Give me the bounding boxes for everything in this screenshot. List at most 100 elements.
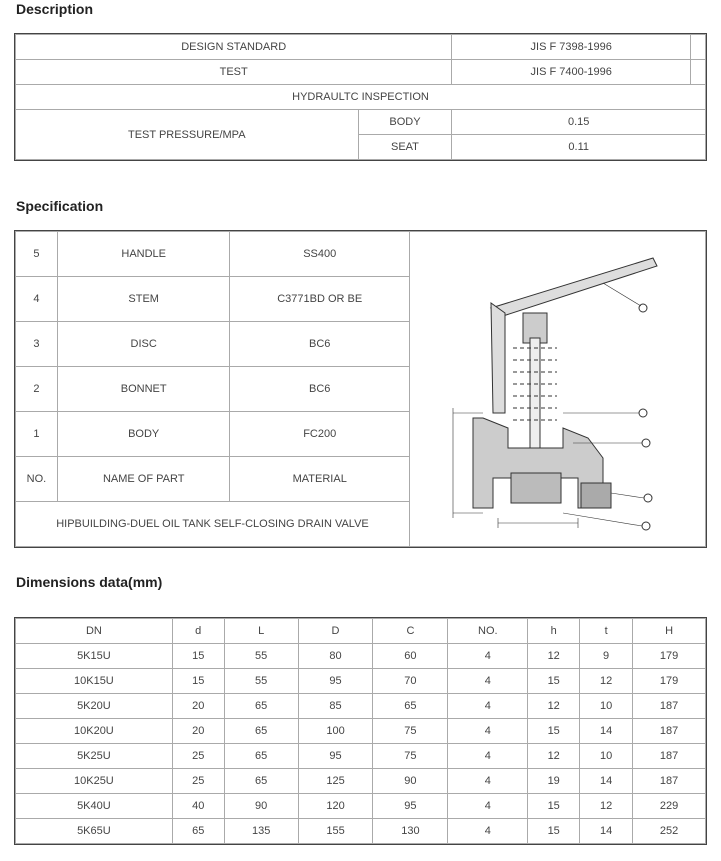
- test-value: JIS F 7400-1996: [451, 59, 691, 85]
- table-cell: 12: [579, 793, 634, 819]
- table-cell: 252: [632, 818, 706, 844]
- pressure-label: TEST PRESSURE/MPA: [15, 109, 359, 160]
- table-cell: 80: [297, 643, 374, 669]
- part-name: BONNET: [56, 366, 231, 412]
- column-header: NO.: [447, 618, 529, 644]
- table-cell: 25: [171, 743, 225, 769]
- part-material: SS400: [229, 231, 410, 277]
- table-cell: 15: [171, 643, 225, 669]
- column-header: DN: [15, 618, 173, 644]
- table-cell: 135: [223, 818, 299, 844]
- inspection-label: HYDRAULTC INSPECTION: [15, 84, 706, 110]
- table-cell: 10: [579, 743, 634, 769]
- table-cell: 229: [632, 793, 706, 819]
- dimensions-table: DN d L D C NO. h t H 5K15U 15 55 80 60 4 12 9 179 10K15U 15…: [14, 617, 707, 845]
- seat-value: 0.11: [451, 134, 706, 160]
- table-cell: 55: [223, 643, 299, 669]
- design-standard-value: JIS F 7398-1996: [451, 34, 691, 60]
- table-row: 10K20U 20 65 100 75 4 15 14 187: [15, 718, 706, 744]
- table-cell: 187: [632, 718, 706, 744]
- table-cell: 65: [171, 818, 225, 844]
- description-table: DESIGN STANDARD JIS F 7398-1996 TEST JIS F…: [14, 33, 707, 161]
- part-name: HANDLE: [56, 231, 231, 277]
- part-no: 1: [15, 411, 58, 457]
- table-cell: 95: [297, 668, 374, 694]
- table-cell: 65: [223, 718, 299, 744]
- table-cell: 60: [372, 643, 449, 669]
- table-cell: 15: [527, 793, 581, 819]
- table-cell: 9: [579, 643, 634, 669]
- design-standard-label: DESIGN STANDARD: [14, 34, 453, 60]
- seat-label: SEAT: [357, 134, 453, 160]
- table-cell: 187: [632, 768, 706, 794]
- table-cell: 95: [297, 743, 374, 769]
- part-material: C3771BD OR BE: [229, 276, 410, 322]
- table-cell: 12: [579, 668, 634, 694]
- table-cell: 100: [297, 718, 374, 744]
- table-cell: 55: [223, 668, 299, 694]
- spec-footer: HIPBUILDING-DUEL OIL TANK SELF-CLOSING D…: [15, 501, 410, 547]
- column-header: L: [223, 618, 299, 644]
- table-cell: 120: [297, 793, 374, 819]
- table-cell: 4: [447, 768, 529, 794]
- part-name: DISC: [56, 321, 231, 367]
- table-cell: 65: [223, 768, 299, 794]
- description-heading: Description: [16, 1, 94, 17]
- table-cell: 5K65U: [15, 818, 173, 844]
- part-name: BODY: [56, 411, 231, 457]
- part-no: 5: [15, 231, 58, 277]
- spec-row: 3 DISC BC6: [15, 321, 706, 367]
- table-cell: 19: [527, 768, 581, 794]
- column-header: D: [297, 618, 374, 644]
- part-no: 4: [15, 276, 58, 322]
- table-cell: 15: [527, 718, 581, 744]
- table-cell: 75: [372, 718, 449, 744]
- table-cell: 15: [171, 668, 225, 694]
- part-material: BC6: [229, 321, 410, 367]
- spec-row: 1 BODY FC200: [15, 411, 706, 457]
- table-cell: 65: [223, 743, 299, 769]
- table-cell: 4: [447, 743, 529, 769]
- table-cell: 14: [579, 818, 634, 844]
- table-cell: 5K20U: [15, 693, 173, 719]
- spec-header-row: NO. NAME OF PART MATERIAL: [15, 456, 706, 502]
- table-row: 10K25U 25 65 125 90 4 19 14 187: [15, 768, 706, 794]
- part-no-header: NO.: [15, 456, 58, 502]
- column-header: t: [579, 618, 634, 644]
- valve-drawing: [409, 231, 706, 547]
- spec-row: 2 BONNET BC6: [15, 366, 706, 412]
- test-label: TEST: [14, 59, 453, 85]
- spec-row: 5 HANDLE SS400: [15, 231, 706, 547]
- table-cell: 40: [171, 793, 225, 819]
- part-material: FC200: [229, 411, 410, 457]
- table-cell: 10: [579, 693, 634, 719]
- table-cell: 65: [372, 693, 449, 719]
- table-cell: 125: [297, 768, 374, 794]
- table-cell: 5K15U: [15, 643, 173, 669]
- body-value: 0.15: [451, 109, 706, 135]
- table-cell: 187: [632, 743, 706, 769]
- table-cell: 4: [447, 693, 529, 719]
- table-cell: 12: [527, 743, 581, 769]
- table-row: 10K15U 15 55 95 70 4 15 12 179: [15, 668, 706, 694]
- specification-table: 5 HANDLE SS400 4 STEM C3771BD OR BE 3 DISC BC6…: [14, 230, 707, 548]
- column-header: d: [171, 618, 225, 644]
- table-row: 5K20U 20 65 85 65 4 12 10 187: [15, 693, 706, 719]
- table-row: 5K65U 65 135 155 130 4 15 14 252: [15, 818, 706, 844]
- table-cell: 75: [372, 743, 449, 769]
- table-cell: 187: [632, 693, 706, 719]
- table-cell: 12: [527, 643, 581, 669]
- table-cell: 65: [223, 693, 299, 719]
- table-cell: 4: [447, 643, 529, 669]
- column-header: h: [527, 618, 581, 644]
- part-name: STEM: [56, 276, 231, 322]
- table-cell: 10K25U: [15, 768, 173, 794]
- part-no: 2: [15, 366, 58, 412]
- table-cell: 4: [447, 793, 529, 819]
- part-material-header: MATERIAL: [229, 456, 410, 502]
- table-cell: 155: [297, 818, 374, 844]
- table-row: 5K15U 15 55 80 60 4 12 9 179: [15, 643, 706, 669]
- table-cell: 70: [372, 668, 449, 694]
- table-cell: 4: [447, 818, 529, 844]
- table-cell: 10K15U: [15, 668, 173, 694]
